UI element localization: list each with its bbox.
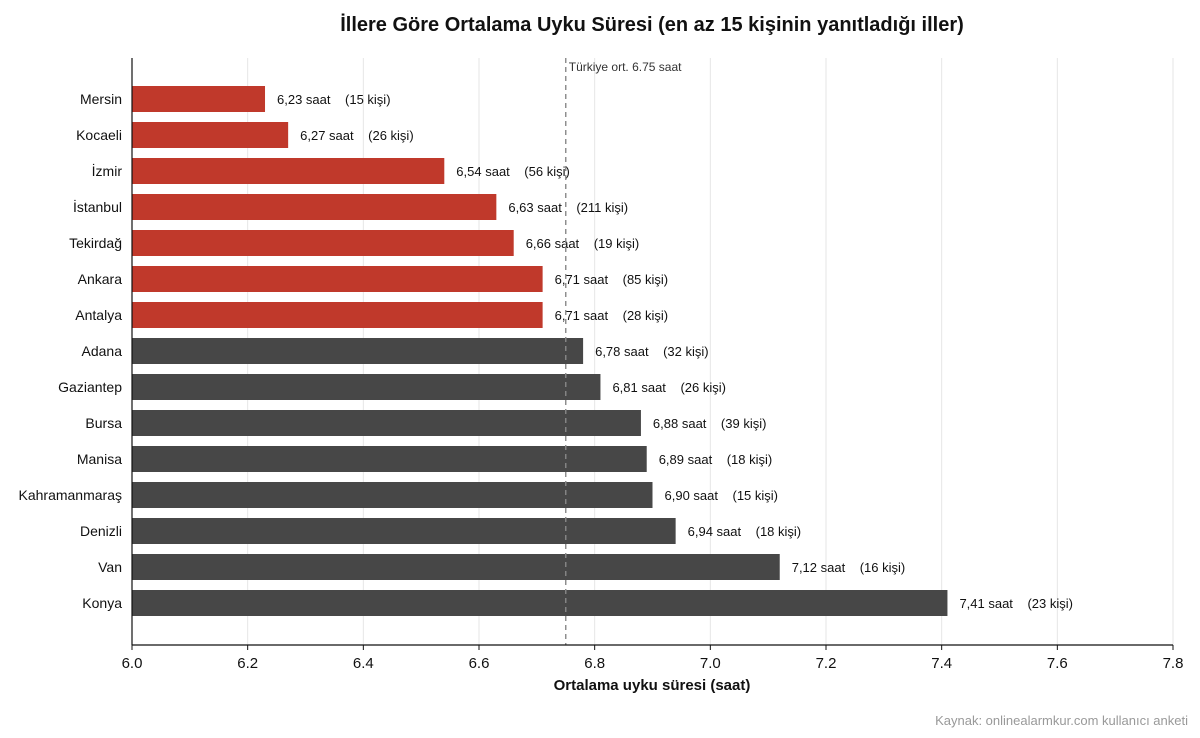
count-label: (28 kişi) (623, 308, 669, 323)
x-tick-label: 7.6 (1047, 655, 1068, 672)
count-label: (32 kişi) (663, 344, 709, 359)
x-tick-label: 6.4 (353, 655, 374, 672)
value-label: 6,81 saat (612, 380, 666, 395)
count-label: (26 kişi) (368, 128, 414, 143)
category-label: Denizli (80, 523, 122, 539)
category-label: Bursa (85, 415, 122, 431)
grid (247, 58, 1174, 645)
bar (132, 590, 948, 616)
category-label: İstanbul (73, 198, 122, 215)
value-label: 6,54 saat (456, 164, 510, 179)
category-label: Antalya (75, 307, 122, 323)
value-label: 6,94 saat (688, 524, 742, 539)
bar (132, 158, 445, 184)
x-tick-label: 6.2 (237, 655, 258, 672)
category-label: Kocaeli (76, 127, 122, 143)
bar (132, 482, 653, 508)
category-label: Ankara (78, 271, 123, 287)
bar (132, 194, 497, 220)
count-label: (56 kişi) (524, 164, 570, 179)
value-label: 6,23 saat (277, 92, 331, 107)
count-label: (85 kişi) (623, 272, 669, 287)
bar (132, 86, 266, 112)
category-label: Van (98, 559, 122, 575)
x-tick-label: 7.8 (1163, 655, 1184, 672)
value-label: 6,71 saat (555, 308, 609, 323)
bar (132, 518, 676, 544)
reference-line-label: Türkiye ort. 6.75 saat (569, 60, 682, 74)
category-label: Adana (82, 343, 123, 359)
bar (132, 338, 584, 364)
count-label: (39 kişi) (721, 416, 767, 431)
x-tick-label: 7.2 (816, 655, 837, 672)
x-ticks: 6.0 6.2 6.4 6.6 6.8 7.0 7.2 7.4 7.6 7.8 (122, 645, 1184, 672)
x-tick-label: 6.0 (122, 655, 143, 672)
category-label: İzmir (92, 162, 123, 179)
bar (132, 374, 601, 400)
value-label: 6,71 saat (555, 272, 609, 287)
value-label: 6,27 saat (300, 128, 354, 143)
x-tick-label: 6.8 (584, 655, 605, 672)
x-tick-label: 7.4 (931, 655, 952, 672)
x-axis-title: Ortalama uyku süresi (saat) (554, 677, 751, 694)
value-label: 6,78 saat (595, 344, 649, 359)
x-tick-label: 7.0 (700, 655, 721, 672)
chart-title: İllere Göre Ortalama Uyku Süresi (en az … (340, 13, 964, 36)
bar (132, 122, 289, 148)
value-label: 6,63 saat (508, 200, 562, 215)
count-label: (16 kişi) (860, 560, 906, 575)
category-label: Manisa (77, 451, 122, 467)
bar (132, 266, 543, 292)
count-label: (211 kişi) (576, 200, 628, 215)
value-label: 7,12 saat (792, 560, 846, 575)
value-label: 6,88 saat (653, 416, 707, 431)
bar (132, 302, 543, 328)
reference-line-group: Türkiye ort. 6.75 saat (565, 58, 682, 645)
count-label: (15 kişi) (733, 488, 779, 503)
bar (132, 554, 780, 580)
count-label: (26 kişi) (680, 380, 726, 395)
value-label: 7,41 saat (959, 596, 1013, 611)
count-label: (15 kişi) (345, 92, 391, 107)
value-label: 6,90 saat (665, 488, 719, 503)
bar (132, 230, 514, 256)
source-note: Kaynak: onlinealarmkur.com kullanıcı ank… (935, 713, 1188, 728)
category-label: Gaziantep (58, 379, 122, 395)
value-label: 6,89 saat (659, 452, 713, 467)
count-label: (23 kişi) (1027, 596, 1073, 611)
axes (131, 58, 1173, 646)
x-tick-label: 6.6 (469, 655, 490, 672)
category-label: Konya (82, 595, 122, 611)
bars: Mersin 6,23 saat (15 kişi) Kocaeli 6,27 saat… (19, 86, 1073, 616)
category-label: Tekirdağ (69, 235, 122, 251)
count-label: (18 kişi) (727, 452, 773, 467)
category-label: Mersin (80, 91, 122, 107)
count-label: (19 kişi) (594, 236, 640, 251)
bar (132, 410, 641, 436)
count-label: (18 kişi) (756, 524, 802, 539)
bar (132, 446, 647, 472)
category-label: Kahramanmaraş (19, 487, 123, 503)
value-label: 6,66 saat (526, 236, 580, 251)
